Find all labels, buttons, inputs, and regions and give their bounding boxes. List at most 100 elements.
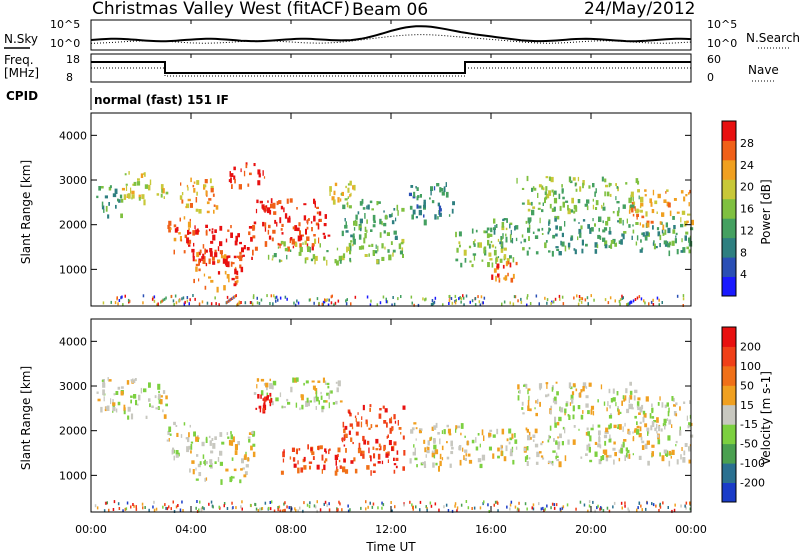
- power-region-10: [341, 198, 405, 244]
- cpid-label: CPID: [6, 89, 38, 103]
- power-region-6: [329, 180, 356, 208]
- power-colorbar-swatch-7: [722, 140, 736, 161]
- velocity-ytick-label-1: 2000: [59, 425, 87, 438]
- velocity-colorbar-swatch-5: [722, 385, 736, 406]
- velocity-colorbar-label: Velocity [m s-1]: [759, 371, 773, 465]
- power-colorbar-swatch-0: [722, 276, 736, 297]
- radar-title: Christmas Valley West (fitACF): [92, 0, 350, 19]
- velocity-region-0: [96, 377, 168, 420]
- velocity-region-10: [628, 395, 693, 436]
- power-y-ticks: 1000 2000 3000 4000: [59, 129, 691, 276]
- velocity-region-9: [517, 381, 643, 423]
- xtick-label-4: 16:00: [475, 523, 507, 536]
- velocity-ytick-label-2: 3000: [59, 380, 87, 393]
- velocity-colorbar-tick-2: 50: [740, 379, 754, 392]
- nave-tick-bottom: 0: [707, 71, 714, 84]
- power-colorbar-frame: [721, 120, 737, 297]
- power-region-4: [192, 251, 244, 293]
- power-region-9: [267, 238, 405, 266]
- noise-sky-curve: [90, 25, 692, 43]
- velocity-y-axis-label: Slant Range [km]: [19, 366, 33, 470]
- velocity-colorbar-tick-6: -100: [740, 457, 765, 470]
- freq-curve: [91, 61, 691, 74]
- velocity-colorbar-swatch-0: [722, 482, 736, 503]
- velocity-colorbar-tick-3: 15: [740, 399, 754, 412]
- noise-panel-frame: [90, 19, 692, 51]
- power-region-14: [493, 215, 694, 257]
- xtick-label-0: 00:00: [75, 523, 107, 536]
- velocity-region-7: [409, 422, 493, 472]
- velocity-region-6: [255, 392, 273, 414]
- power-region-0: [96, 185, 124, 219]
- freq-tick-bottom: 8: [66, 71, 73, 84]
- beam-label: Beam 06: [352, 0, 428, 20]
- nsky-label: N.Sky: [4, 32, 38, 46]
- nave-tick-top: 60: [707, 53, 721, 66]
- power-colorbar-tick-2: 12: [740, 224, 754, 237]
- xtick-label-3: 12:00: [375, 523, 407, 536]
- power-colorbar-swatch-4: [722, 198, 736, 219]
- power-colorbar-tick-4: 20: [740, 181, 754, 194]
- power-region-3: [186, 224, 256, 269]
- power-colorbar-swatch-8: [722, 121, 736, 141]
- power-ytick-label-1: 2000: [59, 219, 87, 232]
- velocity-colorbar-swatch-6: [722, 365, 736, 386]
- velocity-colorbar-swatch-4: [722, 404, 736, 425]
- time-x-ticks: 00:00 04:00 08:00 12:00 16:00 20:00 00:00: [75, 20, 707, 536]
- velocity-colorbar-tick-4: -15: [740, 418, 758, 431]
- velocity-panel-frame: [90, 318, 692, 513]
- power-colorbar: 4 8 12 16 20 24 28: [721, 120, 754, 297]
- power-colorbar-swatch-6: [722, 159, 736, 180]
- velocity-ytick-label-3: 4000: [59, 335, 87, 348]
- noise-search-curve: [91, 34, 692, 44]
- power-colorbar-label: Power [dB]: [759, 179, 773, 244]
- time-axis-label: Time UT: [365, 540, 416, 554]
- power-colorbar-swatch-2: [722, 237, 736, 258]
- freq-label-line2: [MHz]: [4, 66, 39, 80]
- power-region-16: [628, 189, 694, 231]
- freq-tick-top: 18: [66, 53, 80, 66]
- power-region-7: [179, 177, 219, 214]
- date-label: 24/May/2012: [584, 0, 696, 19]
- noise-tick-top-left: 10^5: [50, 18, 80, 31]
- power-ytick-label-3: 4000: [59, 129, 87, 142]
- noise-tick-top-right: 10^5: [707, 18, 737, 31]
- velocity-region-5: [341, 404, 406, 454]
- xtick-label-5: 20:00: [575, 523, 607, 536]
- velocity-colorbar-tick-5: -50: [740, 438, 758, 451]
- noise-tick-bottom-right: 10^0: [707, 37, 737, 50]
- velocity-region-2: [186, 430, 256, 485]
- velocity-region-8: [492, 421, 694, 468]
- noise-tick-bottom-left: 10^0: [50, 37, 80, 50]
- power-near-range-speckle: [102, 294, 685, 307]
- velocity-colorbar: 200 100 50 15 -15 -50 -100 -200: [721, 326, 765, 503]
- velocity-colorbar-tick-7: -200: [740, 477, 765, 490]
- power-y-axis-label: Slant Range [km]: [19, 160, 33, 264]
- velocity-colorbar-swatch-8: [722, 327, 736, 347]
- velocity-colorbar-tick-1: 100: [740, 360, 761, 373]
- nave-curve: [91, 67, 691, 77]
- velocity-region-4: [280, 444, 406, 476]
- power-colorbar-swatch-3: [722, 218, 736, 239]
- power-region-8: [228, 162, 266, 190]
- power-region-13: [491, 260, 518, 283]
- power-colorbar-tick-0: 4: [740, 268, 747, 281]
- velocity-colorbar-frame: [721, 326, 737, 503]
- velocity-colorbar-swatch-7: [722, 346, 736, 367]
- velocity-region-1: [166, 421, 193, 461]
- velocity-colorbar-swatch-3: [722, 424, 736, 445]
- power-region-12: [455, 225, 519, 268]
- velocity-colorbar-swatch-2: [722, 443, 736, 464]
- xtick-label-6: 00:00: [675, 523, 707, 536]
- freq-label-line1: Freq.: [4, 53, 34, 67]
- xtick-label-2: 08:00: [275, 523, 307, 536]
- power-colorbar-tick-6: 28: [740, 137, 754, 150]
- power-ytick-label-0: 1000: [59, 263, 87, 276]
- velocity-colorbar-tick-0: 200: [740, 340, 761, 353]
- power-region-11: [408, 182, 455, 226]
- cpid-text: normal (fast) 151 IF: [94, 93, 229, 107]
- power-region-1: [121, 171, 169, 206]
- velocity-heatmap: [94, 377, 694, 513]
- power-colorbar-swatch-5: [722, 179, 736, 200]
